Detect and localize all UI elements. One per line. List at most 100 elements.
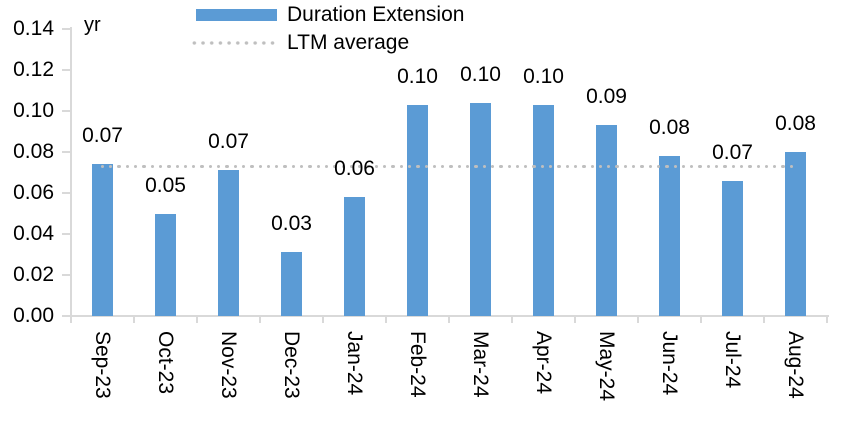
bar [155, 213, 176, 316]
x-tick-label: Jan-24 [342, 331, 366, 396]
ltm-average-dot [349, 164, 354, 169]
ltm-average-dot [764, 164, 769, 169]
ltm-average-dot [690, 164, 694, 169]
ltm-average-dot [250, 164, 254, 169]
ltm-average-dot [167, 164, 171, 169]
ltm-average-dot [300, 164, 304, 169]
bar-value-label: 0.07 [208, 130, 249, 154]
ltm-average-dot [656, 164, 661, 169]
bar-value-label: 0.10 [460, 62, 501, 86]
ltm-average-dot [158, 164, 163, 169]
bar-value-label: 0.08 [649, 116, 690, 140]
ltm-average-dot [275, 164, 279, 169]
legend-label-ltm-average: LTM average [287, 31, 410, 54]
ltm-average-dot [565, 164, 569, 169]
ltm-average-dot [466, 164, 470, 169]
ltm-average-dot [457, 164, 462, 169]
ltm-average-dot [615, 164, 619, 169]
bar-value-label: 0.09 [586, 85, 627, 109]
ltm-average-dot [598, 164, 603, 169]
x-axis-line [70, 315, 829, 317]
x-axis-tick [322, 317, 324, 323]
ltm-average-dot [507, 164, 511, 169]
x-axis-tick [133, 317, 135, 323]
ltm-average-dot [723, 164, 727, 169]
ltm-average-dot [183, 164, 188, 169]
ltm-average-dot [225, 164, 229, 169]
y-tick-label: 0.00 [13, 304, 54, 327]
ltm-average-dot [308, 164, 312, 169]
ltm-average-dot [540, 164, 545, 169]
ltm-average-dot [681, 164, 686, 169]
ltm-average-dot [781, 164, 785, 169]
ltm-average-dot [241, 164, 246, 169]
x-axis-tick [196, 317, 198, 323]
bar-value-label: 0.08 [775, 112, 816, 135]
ltm-average-dot [341, 164, 345, 169]
y-tick-label: 0.12 [13, 58, 54, 81]
ltm-average-dot [291, 164, 296, 169]
ltm-average-dot [573, 164, 578, 169]
bar-value-label: 0.07 [712, 140, 753, 164]
bar [659, 156, 680, 316]
ltm-average-dot [632, 164, 636, 169]
y-tick-label: 0.08 [13, 140, 54, 163]
ltm-average-dot [316, 164, 320, 169]
ltm-average-dot [623, 164, 628, 169]
ltm-average-dot [789, 164, 794, 169]
ltm-average-dot [109, 164, 113, 169]
x-tick-label: Apr-24 [531, 331, 555, 395]
y-axis-tick [62, 274, 70, 276]
ltm-average-dot [192, 164, 196, 169]
y-axis-tick [62, 192, 70, 194]
bar-series-swatch-icon [196, 9, 277, 21]
ltm-average-dot [366, 164, 370, 169]
ltm-average-dot [208, 164, 213, 169]
ltm-average-dot [607, 164, 611, 169]
ltm-average-dot [648, 164, 652, 169]
ltm-average-dot [673, 164, 677, 169]
bar [722, 180, 743, 316]
ltm-average-dot [739, 164, 744, 169]
ltm-average-dot [358, 164, 362, 169]
legend-item-duration-extension: Duration Extension [196, 3, 464, 27]
ltm-average-dot [582, 164, 586, 169]
ltm-average-dot [715, 164, 719, 169]
y-axis-tick [62, 110, 70, 112]
ltm-average-dot [515, 164, 520, 169]
ltm-average-dot [100, 164, 105, 169]
bar [344, 197, 365, 316]
y-axis-tick [62, 315, 70, 317]
bar-value-label: 0.10 [523, 64, 564, 88]
y-tick-label: 0.06 [13, 181, 54, 204]
x-axis-tick [448, 317, 450, 323]
y-axis-tick [62, 233, 70, 235]
ltm-average-dot [283, 164, 287, 169]
x-tick-label: Nov-23 [216, 331, 240, 399]
ltm-average-dot [748, 164, 752, 169]
ltm-average-dot [117, 164, 121, 169]
ltm-average-dot [150, 164, 154, 169]
legend-item-ltm-average: LTM average [190, 31, 409, 55]
ltm-average-dot [200, 164, 204, 169]
ltm-average-dot [424, 164, 428, 169]
x-tick-label: Sep-23 [90, 331, 114, 399]
ltm-average-dot [549, 164, 553, 169]
x-tick-label: Oct-23 [153, 331, 177, 395]
bar [470, 102, 491, 316]
x-tick-label: Aug-24 [783, 331, 807, 399]
y-tick-label: 0.10 [13, 99, 54, 122]
ltm-average-dot [474, 164, 478, 169]
x-tick-label: Dec-23 [279, 331, 303, 399]
ltm-average-dot [756, 164, 760, 169]
ltm-average-dot [532, 164, 536, 169]
ltm-average-dot [640, 164, 644, 169]
ltm-average-dot [416, 164, 420, 169]
bar [281, 252, 302, 316]
ltm-average-dot [266, 164, 271, 169]
ltm-average-dot [706, 164, 711, 169]
x-axis-tick [637, 317, 639, 323]
ltm-average-dot [175, 164, 179, 169]
